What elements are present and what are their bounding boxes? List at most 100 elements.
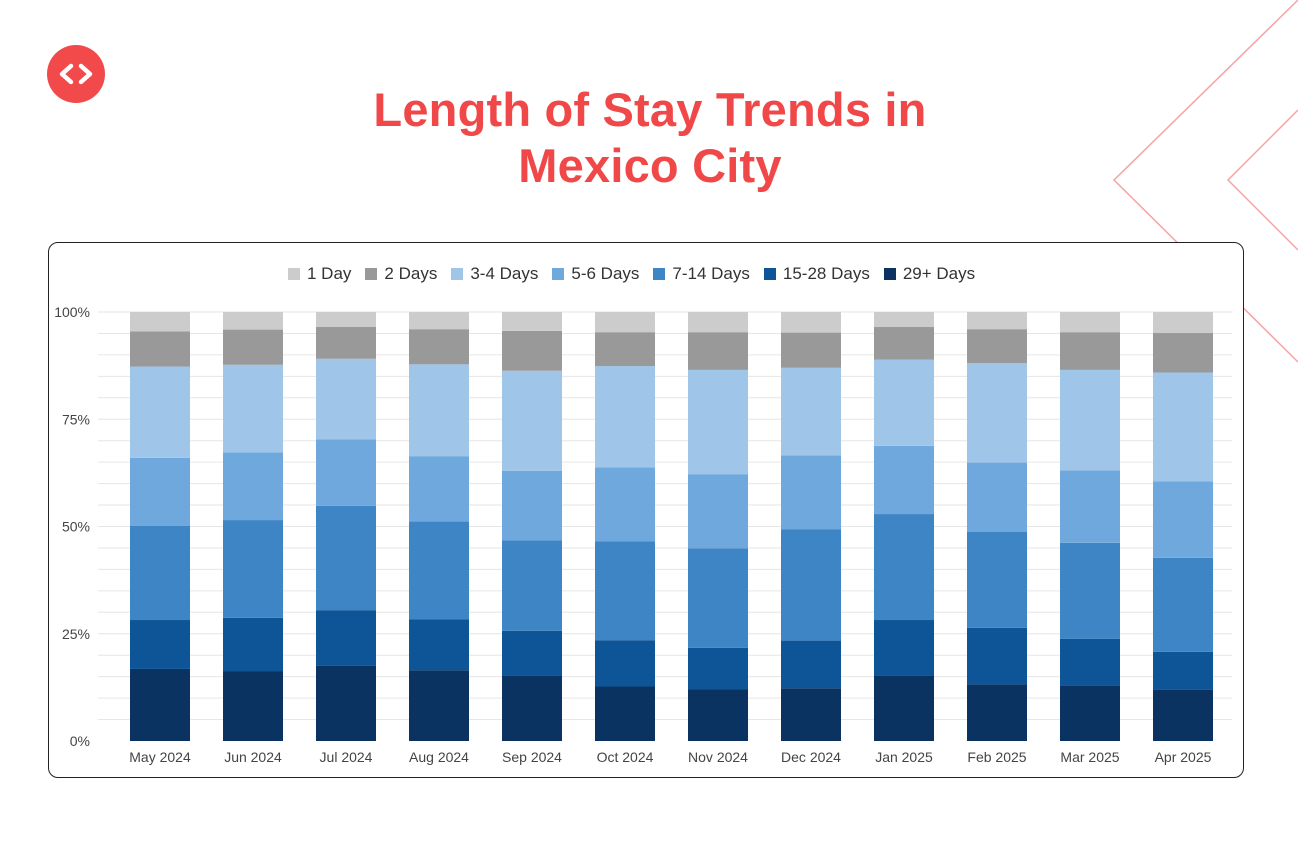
x-tick-label: Jul 2024 [320,749,373,765]
bar-segment [874,675,934,741]
bar-segment [874,359,934,446]
bar-segment [781,367,841,456]
x-tick-label: Feb 2025 [967,749,1026,765]
bar-segment [967,312,1027,330]
bar-segment [595,332,655,367]
bar-segment [223,329,283,365]
bar-segment [130,366,190,458]
y-tick-label: 25% [62,626,90,642]
bar-segment [688,548,748,648]
chart-legend: 1 Day 2 Days 3-4 Days 5-6 Days 7-14 Days 15-2… [288,264,975,284]
x-tick-label: Mar 2025 [1060,749,1119,765]
bar-segment [688,474,748,549]
bar-segment [874,327,934,360]
title-line-2: Mexico City [518,139,782,192]
bar-segment [781,688,841,741]
bar-segment [1060,332,1120,370]
legend-label: 2 Days [384,264,438,283]
legend-label: 29+ Days [902,264,976,283]
x-tick-label: May 2024 [129,749,191,765]
bar-segment [316,312,376,328]
x-tick-label: Jun 2024 [224,749,282,765]
bar-segment [316,505,376,611]
bar-segment [409,329,469,365]
bar-segment [595,686,655,741]
legend-swatch [763,268,776,280]
bar-segment [781,312,841,333]
bar-segment [595,467,655,542]
y-tick-label: 75% [62,411,90,427]
bar-segment [967,363,1027,463]
bar-segment [1060,312,1120,333]
bar-segment [688,647,748,690]
bar-segment [874,514,934,621]
bar-segment [502,675,562,741]
bar-segment [688,332,748,370]
bar-segment [130,331,190,367]
bar-segment [223,364,283,453]
bar-segment [688,689,748,741]
bar-segment [967,684,1027,741]
bar-segment [595,541,655,641]
bar-segment [781,529,841,641]
bar-segment [223,312,283,330]
bar-segment [130,312,190,332]
legend-item: 15-28 Days [763,264,870,284]
bar-segment [1153,312,1213,334]
legend-item: 3-4 Days [451,264,538,284]
legend-swatch [883,268,896,280]
bar-segment [1060,685,1120,741]
legend-item: 29+ Days [883,264,976,284]
legend-label: 5-6 Days [571,264,640,283]
bar-segment [688,369,748,475]
bar-segment [409,670,469,741]
x-tick-label: Jan 2025 [875,749,933,765]
bar-segment [130,457,190,526]
bar-segment [1060,542,1120,639]
bar-segment [502,470,562,541]
bar-segment [409,312,469,330]
bar-segment [1153,557,1213,652]
bar-segment [130,620,190,669]
bar-segment [223,617,283,672]
bar-segment [1153,651,1213,690]
bar-segment [595,366,655,468]
bar-segment [1153,481,1213,558]
legend-swatch [288,268,300,280]
legend-label: 7-14 Days [672,264,750,283]
bar-segment [1153,333,1213,373]
bar-segment [781,455,841,530]
y-tick-label: 0% [70,733,90,749]
x-tick-label: Apr 2025 [1155,749,1212,765]
bar-segment [781,332,841,368]
legend-item: 5-6 Days [552,264,639,284]
y-tick-label: 50% [62,519,90,535]
bar-segment [967,329,1027,364]
legend-item: 2 Days [365,264,437,284]
bar-segment [502,540,562,631]
bar-segment [781,640,841,689]
bar-segment [967,627,1027,685]
bar-segment [409,619,469,671]
bar-segment [316,665,376,741]
bar-segment [223,671,283,741]
bar-segment [1153,689,1213,741]
bar-segment [502,630,562,676]
bar-segment [130,525,190,621]
bar-segment [130,668,190,741]
logo [47,45,105,103]
legend-swatch [365,268,378,280]
bar-segment [316,439,376,506]
bar-segment [316,327,376,359]
bar-segment [595,640,655,687]
x-tick-label: Dec 2024 [781,749,841,765]
page-title: Length of Stay Trends in Mexico City [250,82,1050,194]
bar-segment [1060,470,1120,543]
bar-segment [874,620,934,676]
bar-segment [595,312,655,333]
title-line-1: Length of Stay Trends in [373,83,927,136]
bar-segment [874,445,934,515]
legend-item: 1 Day [288,264,351,284]
bar-segment [1060,369,1120,471]
